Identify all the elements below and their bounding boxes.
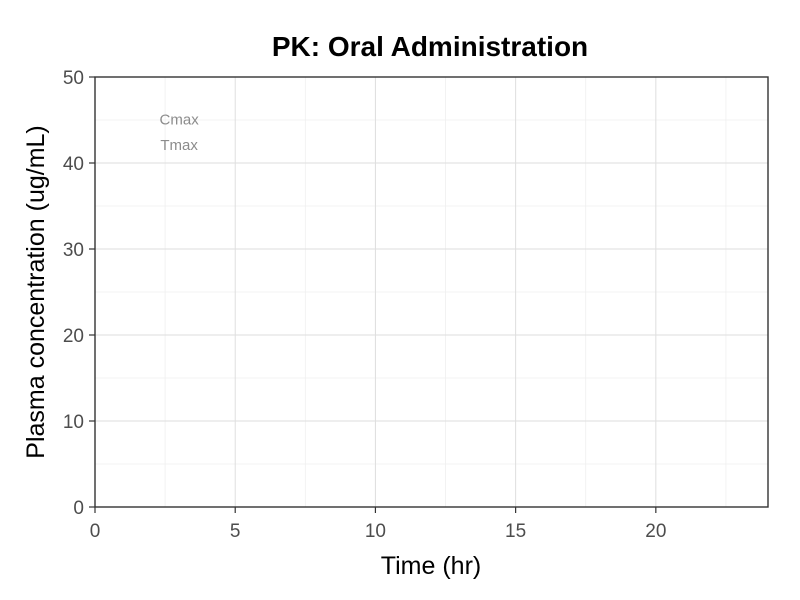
y-axis-label: Plasma concentration (ug/mL): [22, 125, 50, 458]
annotation-cmax: Cmax: [160, 111, 200, 128]
y-tick-label: 0: [73, 498, 84, 519]
x-tick-label: 20: [645, 521, 666, 542]
chart-title: PK: Oral Administration: [272, 31, 588, 62]
y-tick-label: 20: [63, 326, 84, 347]
y-tick-label: 10: [63, 412, 84, 433]
x-tick-label: 0: [90, 521, 101, 542]
annotation-tmax: Tmax: [160, 137, 198, 154]
y-axis-ticks: 0 10 20 30 40 50: [63, 68, 95, 519]
y-tick-label: 40: [63, 154, 84, 175]
y-tick-label: 30: [63, 240, 84, 261]
x-tick-label: 15: [505, 521, 526, 542]
x-tick-label: 5: [230, 521, 241, 542]
annotations: Cmax Tmax: [160, 111, 200, 154]
y-tick-label: 50: [63, 68, 84, 89]
x-axis-ticks: 0 5 10 15 20: [90, 507, 666, 542]
plot-panel-border: [94, 76, 769, 508]
x-axis-label: Time (hr): [381, 552, 481, 580]
x-tick-label: 10: [365, 521, 386, 542]
